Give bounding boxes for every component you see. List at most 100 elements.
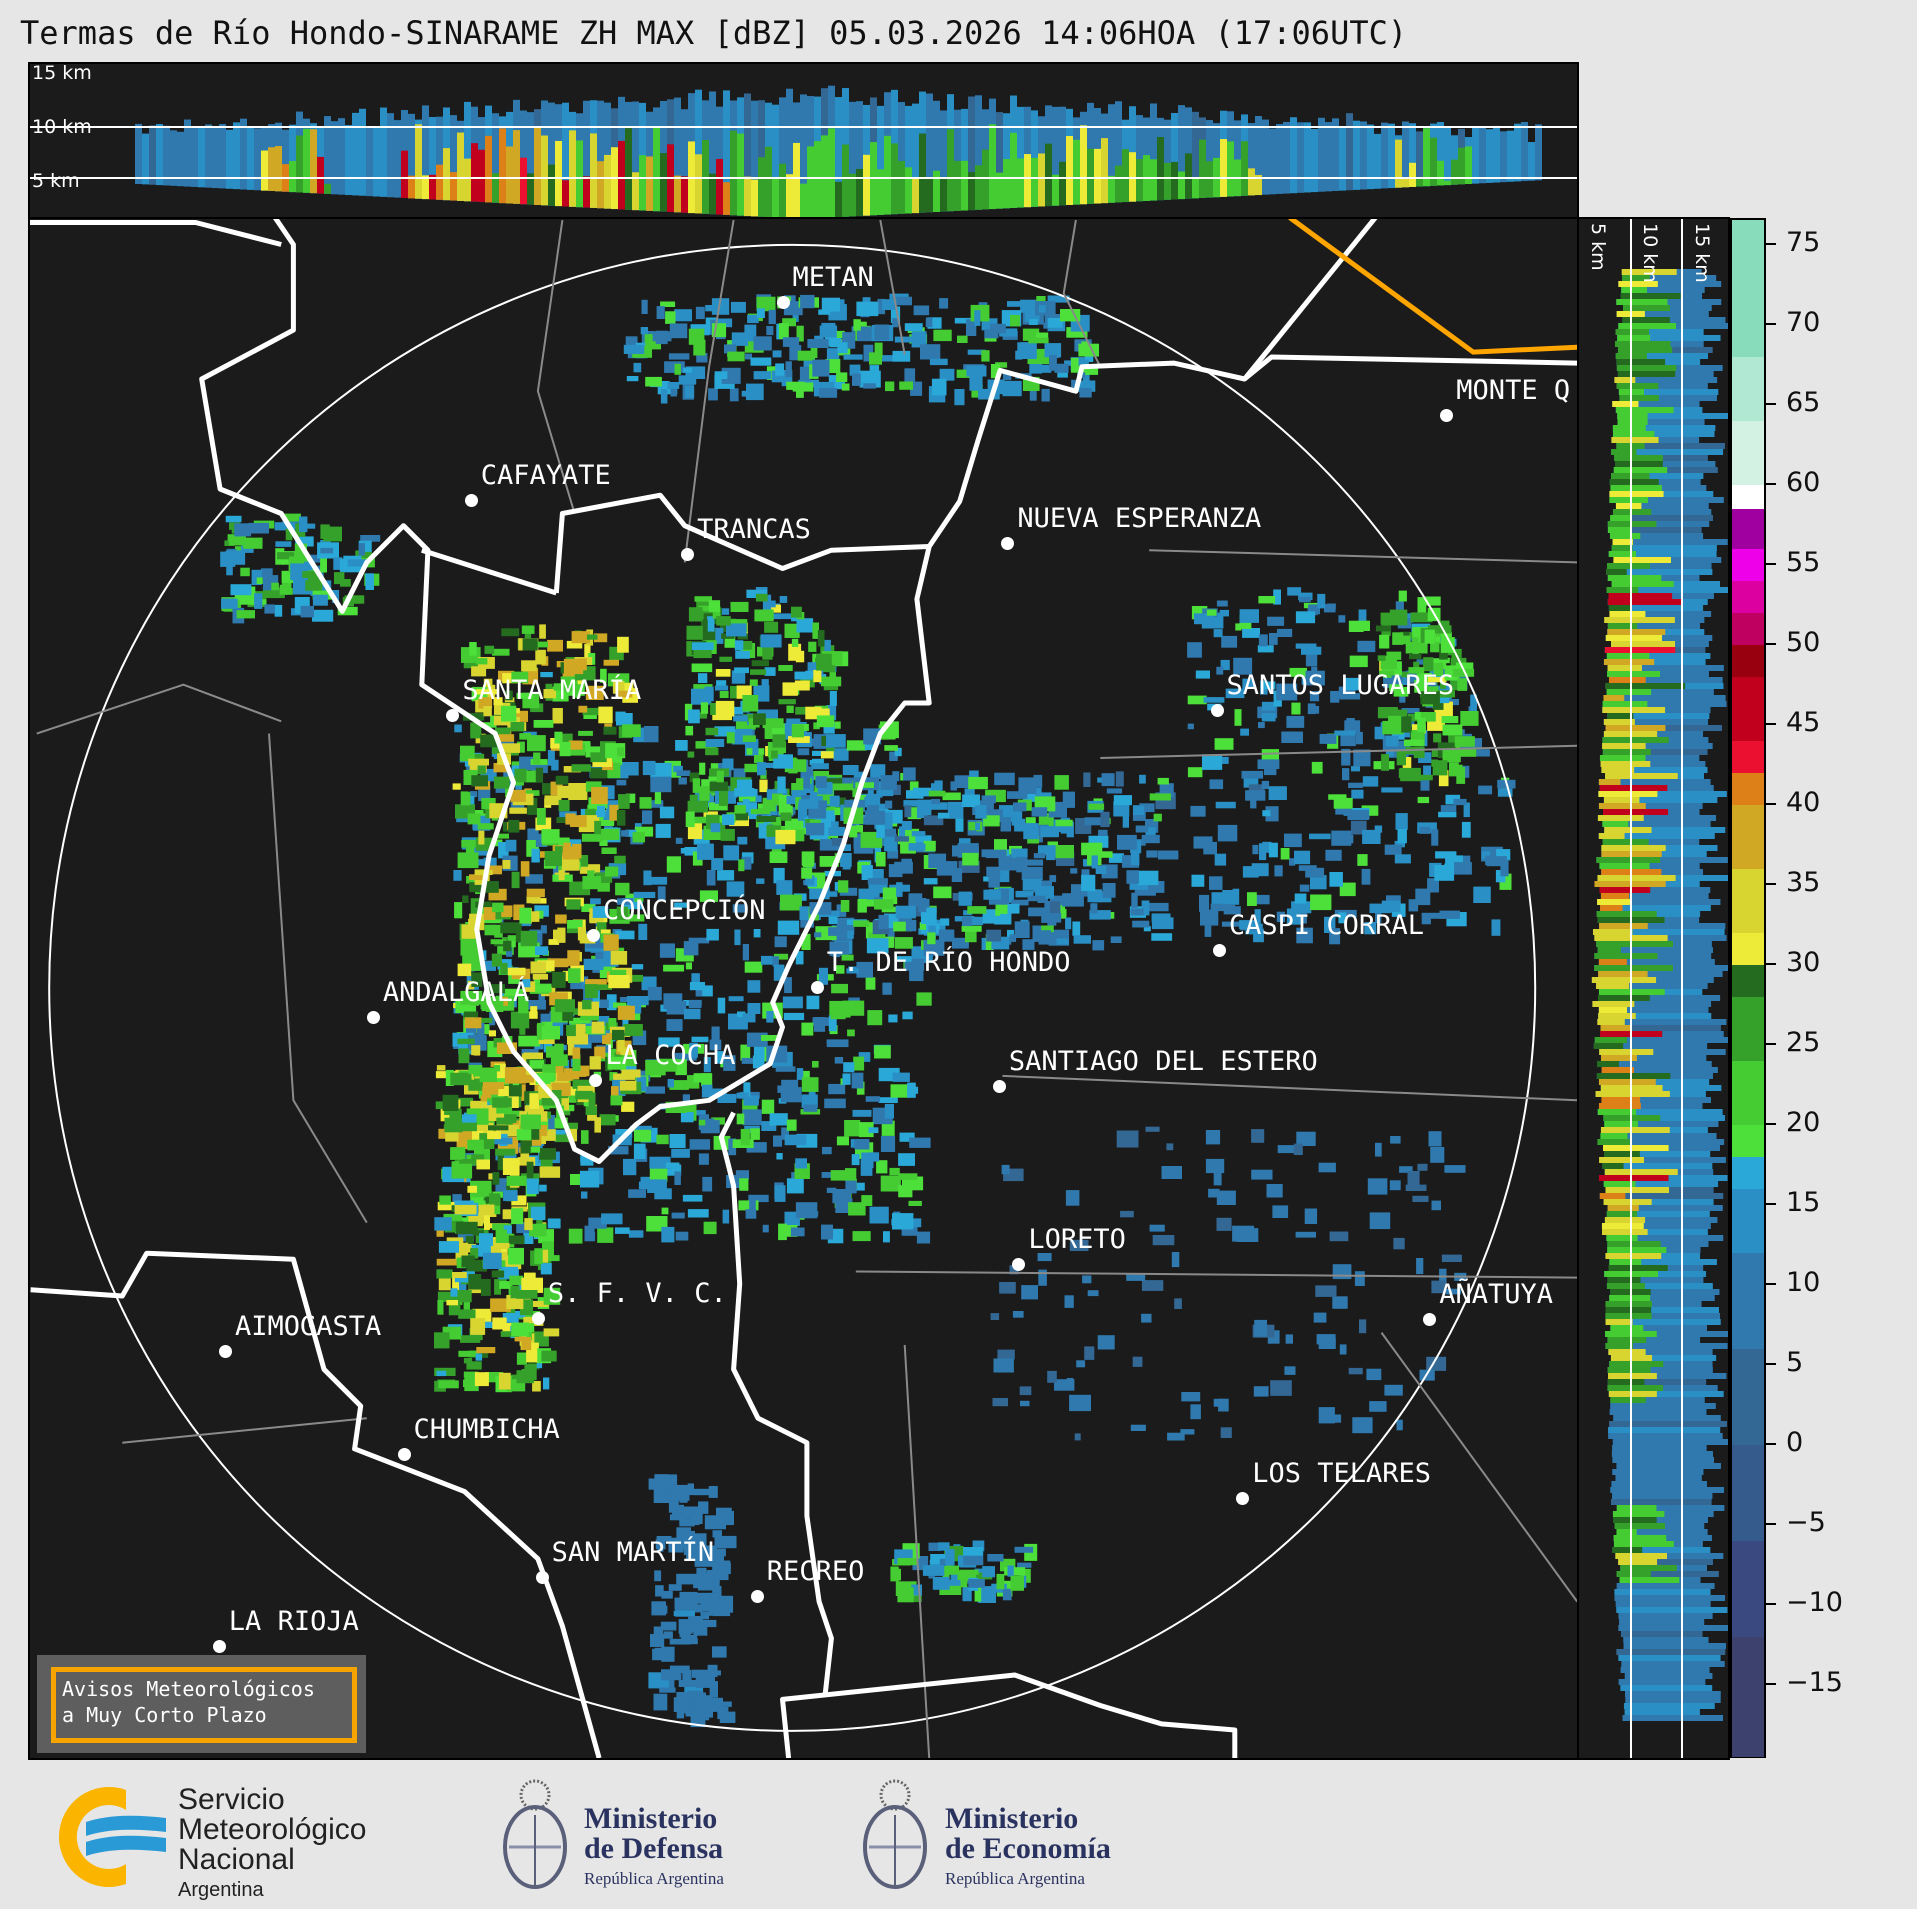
economia-line1: Ministerio bbox=[945, 1802, 1079, 1835]
radar-echo bbox=[723, 1055, 736, 1071]
city-marker bbox=[589, 1073, 603, 1087]
cross-section-core bbox=[1600, 1133, 1628, 1139]
avisos-badge[interactable]: Avisos Meteorológicos a Muy Corto Plazo bbox=[37, 1655, 366, 1753]
cross-section-column bbox=[387, 113, 394, 198]
city-label: SANTA MARÍA bbox=[462, 675, 642, 707]
cross-section-column bbox=[1325, 122, 1332, 192]
radar-echo bbox=[600, 929, 611, 937]
radar-echo bbox=[688, 328, 705, 345]
radar-echo bbox=[243, 537, 263, 549]
radar-echo bbox=[641, 800, 664, 808]
defensa-line3: República Argentina bbox=[584, 1869, 724, 1888]
cross-section-core bbox=[1607, 1241, 1661, 1247]
radar-echo bbox=[1191, 874, 1205, 887]
cross-section-core bbox=[1616, 365, 1677, 371]
cross-section-core bbox=[989, 124, 996, 210]
radar-echo bbox=[503, 768, 513, 785]
radar-echo bbox=[1205, 1158, 1225, 1174]
radar-echo bbox=[913, 787, 935, 797]
radar-echo bbox=[527, 828, 539, 842]
radar-echo bbox=[1332, 1296, 1348, 1309]
cross-section-core bbox=[625, 128, 632, 210]
radar-echo bbox=[1341, 748, 1351, 766]
colorbar-band bbox=[1732, 612, 1764, 645]
radar-echo bbox=[1038, 845, 1058, 856]
cross-section-column bbox=[996, 112, 1003, 209]
cross-section-core bbox=[1458, 147, 1465, 185]
radar-echo bbox=[690, 1513, 703, 1524]
cross-section-core bbox=[779, 163, 786, 218]
cross-section-core bbox=[1598, 803, 1646, 809]
radar-echo bbox=[320, 547, 333, 554]
radar-echo bbox=[680, 848, 692, 854]
radar-echo bbox=[520, 790, 540, 796]
radar-echo bbox=[1139, 803, 1155, 813]
radar-map[interactable]: METAN MONTE Q CAFAYATE TRANCAS NUEVA ESPERAN… bbox=[28, 217, 1579, 1760]
radar-echo bbox=[1187, 642, 1202, 658]
radar-echo bbox=[920, 344, 941, 360]
cross-section-core bbox=[1003, 159, 1010, 209]
radar-echo bbox=[505, 690, 513, 701]
radar-echo bbox=[831, 821, 839, 829]
radar-echo bbox=[1043, 913, 1062, 923]
radar-echo bbox=[1203, 697, 1225, 703]
radar-echo bbox=[855, 794, 867, 801]
radar-echo bbox=[700, 619, 708, 635]
radar-echo bbox=[554, 1129, 566, 1137]
radar-echo bbox=[299, 516, 308, 533]
radar-echo bbox=[633, 1143, 646, 1159]
radar-echo bbox=[927, 932, 936, 945]
radar-echo bbox=[597, 828, 620, 841]
radar-echo bbox=[539, 1148, 556, 1160]
radar-echo bbox=[445, 1131, 459, 1142]
radar-echo bbox=[1066, 1378, 1074, 1387]
radar-echo bbox=[837, 342, 848, 354]
radar-echo bbox=[682, 1094, 690, 1106]
radar-echo bbox=[867, 1010, 883, 1026]
cross-section-core bbox=[1164, 162, 1171, 200]
radar-echo bbox=[893, 921, 913, 932]
cross-section-row bbox=[1603, 1199, 1714, 1205]
radar-echo bbox=[841, 954, 854, 961]
cross-section-core bbox=[1609, 611, 1646, 617]
cross-section-core bbox=[471, 143, 478, 202]
radar-echo bbox=[738, 859, 745, 872]
radar-echo bbox=[828, 1015, 837, 1032]
radar-echo bbox=[1083, 372, 1090, 384]
cross-section-core bbox=[268, 147, 275, 191]
radar-echo bbox=[1038, 1269, 1047, 1286]
cross-section-row bbox=[1625, 1697, 1721, 1703]
radar-echo bbox=[762, 594, 772, 611]
cross-section-column bbox=[961, 108, 968, 211]
radar-echo bbox=[584, 643, 591, 659]
radar-echo bbox=[1420, 691, 1440, 705]
radar-echo bbox=[476, 689, 497, 695]
radar-echo bbox=[629, 1005, 642, 1014]
colorbar-tick bbox=[1766, 1523, 1776, 1525]
radar-echo bbox=[762, 718, 784, 729]
cross-section-core bbox=[996, 172, 1003, 209]
cross-section-row bbox=[1607, 527, 1702, 533]
cross-section-core bbox=[1597, 1019, 1625, 1025]
radar-echo bbox=[621, 830, 629, 837]
cross-section-column bbox=[1416, 131, 1423, 187]
radar-echo bbox=[1014, 818, 1026, 832]
radar-echo bbox=[898, 1558, 911, 1566]
radar-echo bbox=[532, 974, 548, 980]
radar-echo bbox=[520, 930, 538, 947]
radar-echo bbox=[1338, 686, 1356, 698]
cross-section-column bbox=[1346, 113, 1353, 191]
radar-echo bbox=[467, 1139, 484, 1151]
radar-echo bbox=[1033, 853, 1046, 859]
cross-section-column bbox=[324, 116, 331, 194]
radar-echo bbox=[554, 1117, 568, 1129]
radar-echo bbox=[566, 640, 583, 649]
radar-echo bbox=[1359, 1319, 1367, 1334]
radar-echo bbox=[490, 1298, 511, 1312]
radar-echo bbox=[704, 686, 714, 702]
radar-echo bbox=[852, 780, 861, 798]
radar-echo bbox=[666, 856, 681, 873]
radar-echo bbox=[1318, 1407, 1335, 1424]
radar-echo bbox=[809, 792, 818, 804]
cross-section-column bbox=[1059, 106, 1066, 206]
